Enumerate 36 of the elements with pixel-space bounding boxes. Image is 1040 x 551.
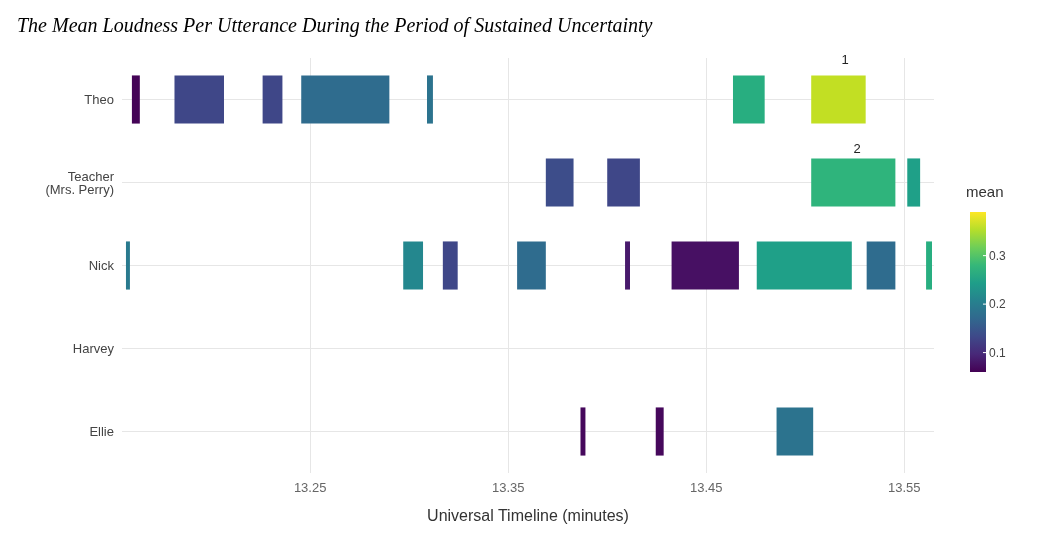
annotation: 2 <box>853 141 861 156</box>
bar <box>866 241 896 290</box>
x-tick-label: 13.25 <box>293 480 327 495</box>
bar <box>301 75 390 124</box>
color-bar-label: 0.3 <box>989 248 1007 263</box>
bar <box>607 158 640 207</box>
y-tick-label: Theo <box>84 92 114 107</box>
x-tick-label: 13.45 <box>689 480 723 495</box>
bar <box>125 241 130 290</box>
bar <box>174 75 224 124</box>
y-tick-label: Nick <box>88 258 115 273</box>
x-tick-label: 13.55 <box>888 480 921 495</box>
bar <box>131 75 140 124</box>
color-bar-label: 0.2 <box>989 297 1007 312</box>
color-bar-label: 0.1 <box>989 345 1007 360</box>
y-tick-label: Harvey <box>72 341 115 356</box>
chart-title: The Mean Loudness Per Utterance During the Period of Sustained Uncertainty <box>17 14 653 37</box>
bar <box>756 241 852 290</box>
bar <box>926 241 933 290</box>
bar <box>403 241 424 290</box>
bar <box>517 241 546 290</box>
bar <box>811 75 866 124</box>
y-tick-label: Teacher (Mrs. Perry) <box>45 168 115 197</box>
bar <box>545 158 574 207</box>
bar <box>427 75 433 124</box>
bar <box>671 241 739 290</box>
x-tick-label: 13.35 <box>491 480 525 495</box>
color-bar-title: mean <box>966 183 1004 200</box>
annotation: 1 <box>841 52 849 67</box>
bar <box>442 241 458 290</box>
bar <box>811 158 896 207</box>
x-axis-title: Universal Timeline (minutes) <box>427 506 629 524</box>
bar <box>262 75 283 124</box>
bar <box>580 407 586 456</box>
y-tick-label: Ellie <box>89 424 114 439</box>
bar <box>625 241 630 290</box>
